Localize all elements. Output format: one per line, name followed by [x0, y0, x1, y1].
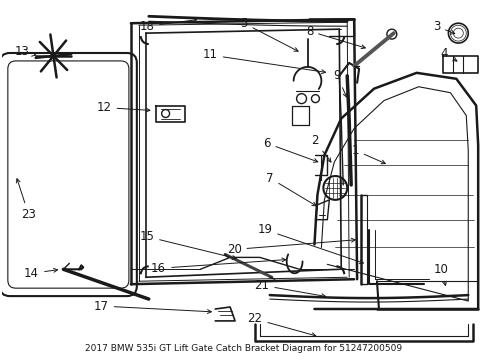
Text: 2: 2 [310, 134, 330, 162]
Text: 6: 6 [263, 137, 317, 162]
Text: 3: 3 [432, 20, 454, 34]
Text: 17: 17 [93, 300, 211, 314]
Text: 21: 21 [254, 279, 325, 298]
Text: 23: 23 [16, 179, 36, 221]
Text: 4: 4 [440, 48, 456, 61]
Text: 10: 10 [433, 263, 448, 285]
Text: 13: 13 [14, 45, 36, 58]
Text: 15: 15 [139, 230, 236, 260]
Text: 1: 1 [351, 144, 385, 164]
Text: 14: 14 [24, 267, 58, 280]
Text: 9: 9 [333, 69, 346, 97]
Text: 22: 22 [247, 312, 315, 337]
Text: 20: 20 [226, 238, 355, 256]
Text: 19: 19 [257, 223, 363, 264]
Text: 18: 18 [139, 18, 196, 33]
Text: 8: 8 [305, 24, 365, 49]
Text: 7: 7 [265, 171, 315, 206]
Text: 16: 16 [151, 258, 285, 275]
Text: 2017 BMW 535i GT Lift Gate Catch Bracket Diagram for 51247200509: 2017 BMW 535i GT Lift Gate Catch Bracket… [85, 344, 402, 353]
Text: 5: 5 [240, 17, 298, 51]
Text: 12: 12 [97, 101, 149, 114]
Text: 11: 11 [203, 49, 325, 73]
